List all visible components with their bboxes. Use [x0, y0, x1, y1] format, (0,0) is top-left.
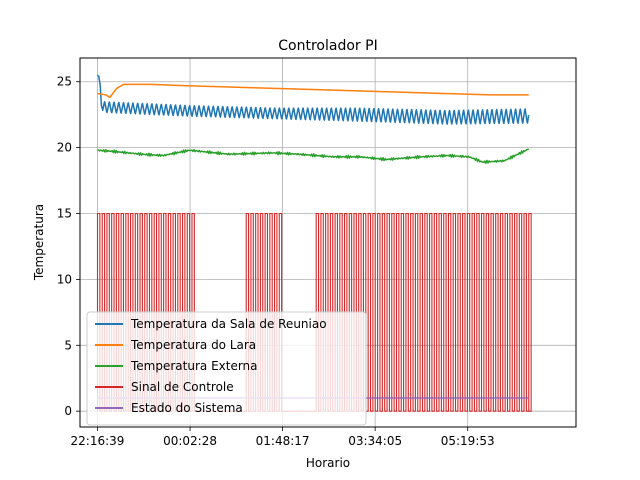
- series-line-temperatura-externa: [97, 148, 530, 164]
- x-tick-label: 05:19:53: [441, 434, 495, 448]
- y-tick-label: 25: [57, 75, 72, 89]
- x-axis-label: Horario: [306, 456, 350, 470]
- axes-frame: [79, 57, 577, 428]
- y-tick-label: 0: [64, 404, 72, 418]
- y-tick-label: 15: [57, 207, 72, 221]
- series-line-temperatura-da-sala-de-reuniao: [96, 74, 530, 125]
- y-axis-label: Temperatura: [32, 204, 46, 281]
- x-tick-label: 01:48:17: [256, 434, 310, 448]
- y-axis-ticks: 0 5 10 15 20 25: [57, 75, 80, 418]
- x-tick-label: 22:16:39: [71, 434, 125, 448]
- legend-entry: Temperatura do Lara: [130, 338, 256, 352]
- x-tick-label: 03:34:05: [348, 434, 402, 448]
- legend-entry: Temperatura da Sala de Reuniao: [130, 317, 327, 331]
- legend: Temperatura da Sala de Reuniao Temperatur…: [86, 311, 367, 426]
- chart-title: Controlador PI: [278, 38, 377, 54]
- legend-entry: Temperatura Externa: [130, 359, 258, 373]
- series-line-temperatura-do-lara: [97, 83, 529, 98]
- x-tick-label: 00:02:28: [163, 434, 217, 448]
- y-tick-label: 20: [57, 141, 72, 155]
- legend-entry: Sinal de Controle: [131, 380, 234, 394]
- y-tick-label: 5: [64, 338, 72, 352]
- legend-entry: Estado do Sistema: [131, 401, 243, 415]
- y-tick-label: 10: [57, 272, 72, 286]
- legend-box: [86, 311, 367, 426]
- x-axis-ticks: 22:16:39 00:02:28 01:48:17 03:34:05 05:19:53: [71, 427, 495, 448]
